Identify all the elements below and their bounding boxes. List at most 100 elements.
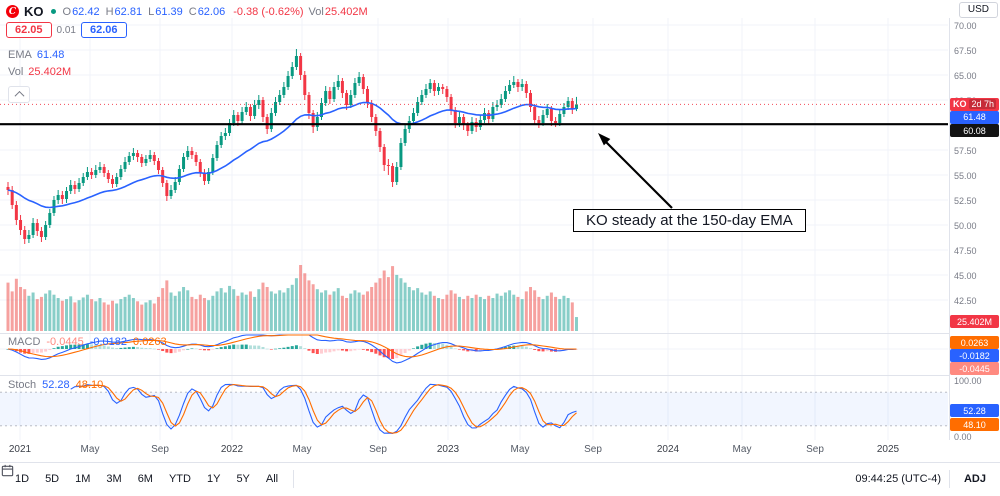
- go-to-date-button[interactable]: [1, 464, 310, 481]
- market-status-dot: [50, 9, 56, 14]
- badge-symbol: KO: [953, 99, 967, 109]
- ohlc-value: 61.39: [155, 5, 183, 18]
- time-axis-label: May: [292, 444, 312, 455]
- pane-separator[interactable]: [0, 333, 1000, 334]
- volume-legend-value: 25.402M: [28, 66, 72, 78]
- ohlc-group: H 62.81: [106, 6, 142, 18]
- macd-legend-label: MACD: [8, 336, 41, 348]
- stoch-d-value: 48.10: [75, 379, 104, 391]
- ohlc-group: L 61.39: [148, 6, 183, 18]
- collapse-legend-button[interactable]: [8, 86, 30, 103]
- ema-value-badge: 61.48: [950, 110, 999, 124]
- ohlc-values: O 62.42 H 62.81 L 61.39 C 62.06: [63, 6, 229, 18]
- bottom-toolbar: 1D 5D 1M 3M 6M YTD 1Y 5Y All 09:44:25 (UTC-4) AD…: [0, 462, 1000, 495]
- macd-line-value: -0.0182: [89, 336, 128, 348]
- price-axis-tick: 45.00: [954, 271, 977, 281]
- sell-bid-button[interactable]: 62.05: [6, 22, 52, 38]
- volume-legend[interactable]: Vol 25.402M: [8, 66, 71, 78]
- toolbar-divider: [293, 470, 295, 488]
- annotation-callout[interactable]: KO steady at the 150-day EMA: [573, 209, 806, 232]
- range-button-all[interactable]: All: [265, 473, 279, 485]
- price-axis-tick: 65.00: [954, 71, 977, 81]
- macd-signal-value: 0.0263: [133, 336, 167, 348]
- ema-legend[interactable]: EMA 61.48: [8, 49, 64, 61]
- currency-button[interactable]: USD: [958, 2, 998, 18]
- time-axis-label: 2024: [656, 444, 680, 455]
- range-button-5y[interactable]: 5Y: [236, 473, 250, 485]
- price-axis-tick: 67.50: [954, 46, 977, 56]
- symbol-info-bar: C KO O 62.42 H 62.81 L 61.39 C 62.06 -0.38 (-0.…: [0, 0, 948, 21]
- volume-legend-label: Vol: [8, 66, 24, 78]
- pane-separator[interactable]: [0, 375, 1000, 376]
- range-buttons: 1D 5D 1M 3M 6M YTD 1Y 5Y All: [8, 470, 285, 488]
- spread-value: 0.01: [56, 24, 76, 36]
- bar-countdown: 2d 7h: [969, 99, 996, 109]
- symbol-name[interactable]: KO: [24, 4, 44, 19]
- price-axis-border: [949, 18, 950, 440]
- chart-canvas[interactable]: [0, 0, 949, 462]
- ema-legend-label: EMA: [8, 49, 32, 61]
- ohlc-value: 62.81: [114, 5, 143, 18]
- stoch-axis-tick: 100.00: [954, 376, 982, 386]
- range-button-1m[interactable]: 1M: [75, 473, 91, 485]
- price-axis-tick: 52.50: [954, 196, 977, 206]
- ko-logo-icon: C: [6, 5, 19, 18]
- last-price-countdown-badge: KO 2d 7h: [950, 97, 999, 111]
- price-change: -0.38 (-0.62%): [233, 5, 304, 18]
- price-axis-tick: 42.50: [954, 296, 977, 306]
- ohlc-value: 62.06: [197, 5, 226, 18]
- range-button-5d[interactable]: 5D: [45, 473, 60, 485]
- quote-row: 62.05 0.01 62.06: [6, 22, 127, 38]
- range-button-6m[interactable]: 6M: [137, 473, 153, 485]
- time-axis-label: Sep: [584, 444, 602, 455]
- stoch-legend-label: Stoch: [8, 379, 37, 391]
- ohlc-label: H: [105, 5, 114, 18]
- macd-hist-value: -0.0445: [46, 336, 84, 348]
- macd-legend[interactable]: MACD -0.0445 -0.0182 0.0263: [8, 336, 167, 348]
- stoch-d-badge: 48.10: [950, 418, 999, 431]
- ohlc-label: C: [188, 5, 197, 18]
- ohlc-label: L: [148, 5, 155, 18]
- macd-hist-badge: -0.0445: [950, 362, 999, 375]
- price-axis-tick: 70.00: [954, 21, 977, 31]
- macd-line-badge: -0.0182: [950, 349, 999, 362]
- buy-ask-button[interactable]: 62.06: [81, 22, 127, 38]
- price-axis-tick: 50.00: [954, 221, 977, 231]
- time-axis-label: Sep: [369, 444, 387, 455]
- price-axis-tick: 47.50: [954, 246, 977, 256]
- adjusted-data-toggle[interactable]: ADJ: [963, 473, 986, 485]
- time-axis-label: Sep: [806, 444, 824, 455]
- ohlc-group: O 62.42: [63, 6, 100, 18]
- stoch-k-badge: 52.28: [950, 404, 999, 417]
- range-button-1d[interactable]: 1D: [15, 473, 30, 485]
- time-axis[interactable]: 2021 May Sep 2022 May Sep 2023 May Sep 2024 May Sep…: [0, 440, 949, 462]
- time-axis-label: May: [80, 444, 100, 455]
- ohlc-label: O: [62, 5, 72, 18]
- time-axis-label: May: [732, 444, 752, 455]
- calendar-icon: [1, 464, 14, 477]
- price-axis-tick: 55.00: [954, 171, 977, 181]
- time-axis-label: 2021: [8, 444, 32, 455]
- ohlc-value: 62.42: [72, 5, 100, 18]
- range-button-ytd[interactable]: YTD: [168, 473, 191, 485]
- time-axis-label: May: [510, 444, 530, 455]
- vol-label: Vol: [308, 5, 324, 18]
- chevron-up-icon: [14, 90, 24, 101]
- stoch-k-value: 52.28: [42, 379, 70, 391]
- toolbar-divider: [948, 470, 950, 488]
- price-axis-tick: 57.50: [954, 146, 977, 156]
- clock-timezone-button[interactable]: 09:44:25 (UTC-4): [855, 473, 941, 485]
- price-axis[interactable]: 70.0067.5065.0062.5060.0057.5055.0052.50…: [949, 18, 1000, 462]
- stoch-axis-tick: 0.00: [954, 432, 972, 442]
- stoch-legend[interactable]: Stoch 52.28 48.10: [8, 379, 103, 391]
- time-axis-label: Sep: [151, 444, 169, 455]
- time-axis-label: 2022: [220, 444, 244, 455]
- hline-value-badge: 60.08: [950, 124, 999, 137]
- ema-legend-value: 61.48: [36, 49, 65, 61]
- vol-value: 25.402M: [324, 5, 368, 18]
- time-axis-label: 2025: [876, 444, 900, 455]
- range-button-3m[interactable]: 3M: [106, 473, 122, 485]
- volume-value-badge: 25.402M: [950, 315, 999, 328]
- range-button-1y[interactable]: 1Y: [206, 473, 221, 485]
